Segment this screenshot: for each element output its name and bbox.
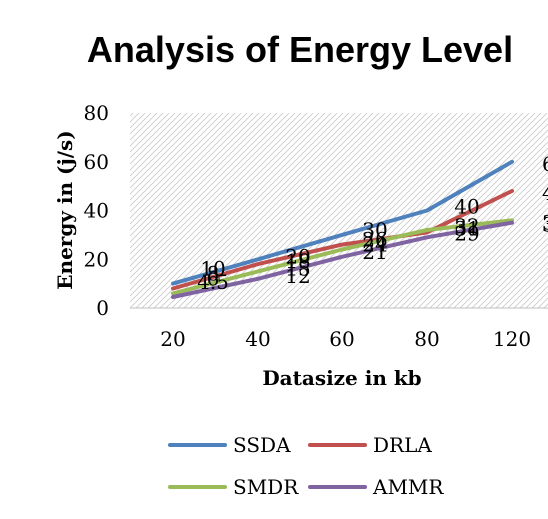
legend-label-smdr: SMDR (233, 475, 299, 499)
x-tick-label: 120 (493, 327, 531, 351)
data-label-ssda: 30 (362, 218, 387, 242)
data-label-ssda: 10 (200, 257, 225, 281)
x-axis-ticks: 20 40 60 80 120 (160, 327, 531, 351)
data-label-drla: 48 (542, 181, 548, 205)
data-label-ammr: 35 (542, 213, 548, 237)
y-axis-ticks: 0 20 40 60 80 (84, 101, 109, 320)
x-tick-label: 60 (329, 327, 354, 351)
legend-label-ammr: AMMR (372, 475, 444, 499)
data-label-smdr: 6 (207, 266, 220, 290)
data-label-ssda: 40 (454, 195, 479, 219)
series-lines (171, 159, 514, 299)
data-label-smdr: 24 (362, 233, 387, 257)
data-label-ammr: 21 (362, 240, 387, 264)
y-tick-label: 0 (96, 296, 109, 320)
data-label-ssda: 60 (542, 152, 548, 176)
y-tick-label: 60 (84, 150, 109, 174)
data-label-ammr: 29 (454, 221, 479, 245)
x-axis-title: Datasize in kb (262, 366, 421, 390)
series-line-smdr (171, 218, 514, 296)
x-tick-label: 20 (160, 327, 185, 351)
data-label-drla: 26 (362, 228, 387, 252)
data-label-ssda: 20 (285, 244, 310, 268)
series-line-drla (171, 189, 514, 291)
chart-title: Analysis of Energy Level (87, 29, 513, 70)
x-tick-label: 80 (414, 327, 439, 351)
legend-label-drla: DRLA (373, 433, 432, 457)
legend-label-ssda: SSDA (233, 433, 291, 457)
data-label-ammr: 4.5 (197, 270, 229, 294)
data-label-smdr: 36 (542, 210, 548, 234)
series-line-ammr (171, 220, 514, 299)
y-axis-title: Energy in (j/s) (53, 130, 77, 289)
data-labels: 10 20 30 40 60 8 18 26 31 48 6 15 24 32 36 4.5 12 21 29 35 (197, 152, 548, 294)
y-tick-label: 80 (84, 101, 109, 125)
legend: SSDA DRLA SMDR AMMR (168, 433, 444, 499)
x-tick-label: 40 (245, 327, 270, 351)
series-line-ssda (171, 159, 514, 286)
data-label-drla: 8 (207, 262, 220, 286)
data-label-smdr: 15 (285, 256, 310, 280)
data-label-smdr: 32 (454, 214, 479, 238)
y-tick-label: 40 (84, 199, 109, 223)
data-label-drla: 18 (285, 249, 310, 273)
y-tick-label: 20 (84, 247, 109, 271)
data-label-ammr: 12 (285, 264, 310, 288)
data-label-drla: 31 (454, 216, 479, 240)
